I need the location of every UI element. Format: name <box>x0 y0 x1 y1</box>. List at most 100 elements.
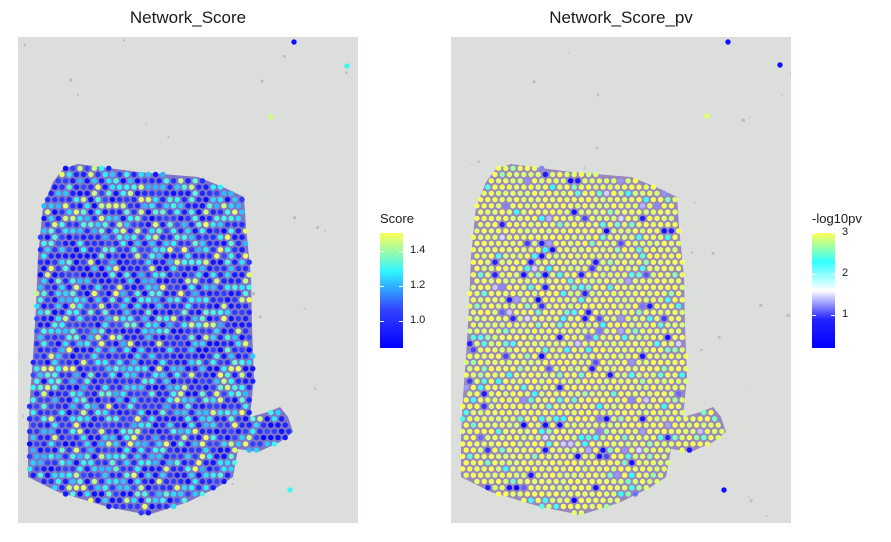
spot-point <box>546 491 552 497</box>
spot-point <box>506 322 513 328</box>
spot-point <box>542 309 549 315</box>
spot-point <box>102 209 108 215</box>
spot-point <box>170 178 177 184</box>
spot-point <box>206 215 213 222</box>
spot-point <box>174 372 180 378</box>
spot-point <box>145 171 152 178</box>
spot-point <box>683 441 689 447</box>
spot-point <box>571 259 577 265</box>
spot-point <box>235 353 242 359</box>
spot-point <box>585 209 592 215</box>
spot-point <box>560 491 567 497</box>
spot-point <box>142 466 148 472</box>
spot-point <box>181 272 188 278</box>
spot-point <box>657 447 664 453</box>
spot-point <box>170 453 177 460</box>
spot-point <box>639 403 646 409</box>
spot-point <box>499 247 505 253</box>
spot-point <box>503 378 509 384</box>
spot-point <box>196 184 202 190</box>
spot-point <box>528 485 534 491</box>
spot-point <box>80 434 87 441</box>
spot-point <box>120 228 126 234</box>
spot-point <box>239 334 245 341</box>
legend-tick-mark <box>399 321 403 323</box>
spot-point <box>575 391 581 397</box>
spot-point <box>62 453 69 460</box>
spot-point <box>127 466 134 472</box>
spot-point <box>156 491 162 497</box>
spot-point <box>109 334 116 341</box>
spot-point <box>84 215 90 222</box>
spot-point <box>549 247 556 253</box>
spot-point <box>607 221 613 228</box>
spot-point <box>124 234 130 240</box>
spot-point <box>145 359 152 366</box>
spot-point <box>571 472 577 478</box>
spot-point <box>235 303 242 309</box>
spot-point <box>643 297 649 303</box>
spot-point <box>156 428 162 435</box>
spot-point <box>228 441 234 447</box>
spot-point <box>91 303 98 309</box>
spot-point <box>596 265 603 272</box>
spot-point <box>625 240 631 247</box>
spot-point <box>41 203 47 209</box>
spot-point <box>41 353 47 359</box>
spot-point <box>199 178 206 184</box>
spot-point <box>181 247 188 253</box>
spot-point <box>618 303 624 309</box>
spot-point <box>48 403 54 409</box>
spot-point <box>80 334 87 341</box>
spot-point <box>188 472 195 478</box>
spot-point <box>66 272 72 278</box>
spot-point <box>546 403 552 409</box>
spot-point <box>142 441 148 447</box>
spot-point <box>679 372 685 378</box>
spot-point <box>495 253 502 259</box>
spot-point <box>37 409 44 416</box>
spot-point <box>196 485 202 491</box>
spot-point <box>48 366 54 372</box>
spot-point <box>84 366 90 372</box>
spot-point <box>521 247 527 253</box>
spot-point <box>142 403 148 409</box>
spot-point <box>188 409 195 416</box>
spot-point <box>127 178 134 184</box>
spot-point <box>41 315 47 322</box>
spot-point <box>524 428 531 435</box>
spot-point <box>582 290 588 297</box>
spot-point <box>59 359 65 366</box>
spot-point <box>142 453 148 460</box>
spot-point <box>188 196 195 203</box>
spot-point <box>560 328 567 334</box>
spot-point <box>73 297 80 303</box>
spot-point <box>188 434 195 441</box>
spot-point <box>30 359 36 366</box>
spot-point <box>199 366 206 372</box>
spot-point <box>59 209 65 215</box>
spot-point <box>596 253 603 259</box>
spot-point <box>557 171 563 178</box>
spot-point <box>650 322 657 328</box>
spot-point <box>70 303 76 309</box>
spot-point <box>66 334 72 341</box>
spot-point <box>77 228 83 234</box>
spot-point <box>174 334 180 341</box>
spot-point <box>589 190 595 196</box>
spot-point <box>181 309 188 315</box>
spot-point <box>113 366 119 372</box>
spot-point <box>625 315 631 322</box>
spot-point <box>492 460 498 466</box>
spot-point <box>524 265 531 272</box>
spot-point <box>73 447 80 453</box>
spot-point <box>91 453 98 460</box>
spot-point <box>239 284 245 290</box>
spot-point <box>73 184 80 190</box>
spot-point <box>528 334 534 341</box>
spot-point <box>661 416 667 422</box>
spot-point <box>55 441 62 447</box>
spot-point <box>578 359 585 366</box>
spot-point <box>578 434 585 441</box>
spot-point <box>232 397 238 403</box>
